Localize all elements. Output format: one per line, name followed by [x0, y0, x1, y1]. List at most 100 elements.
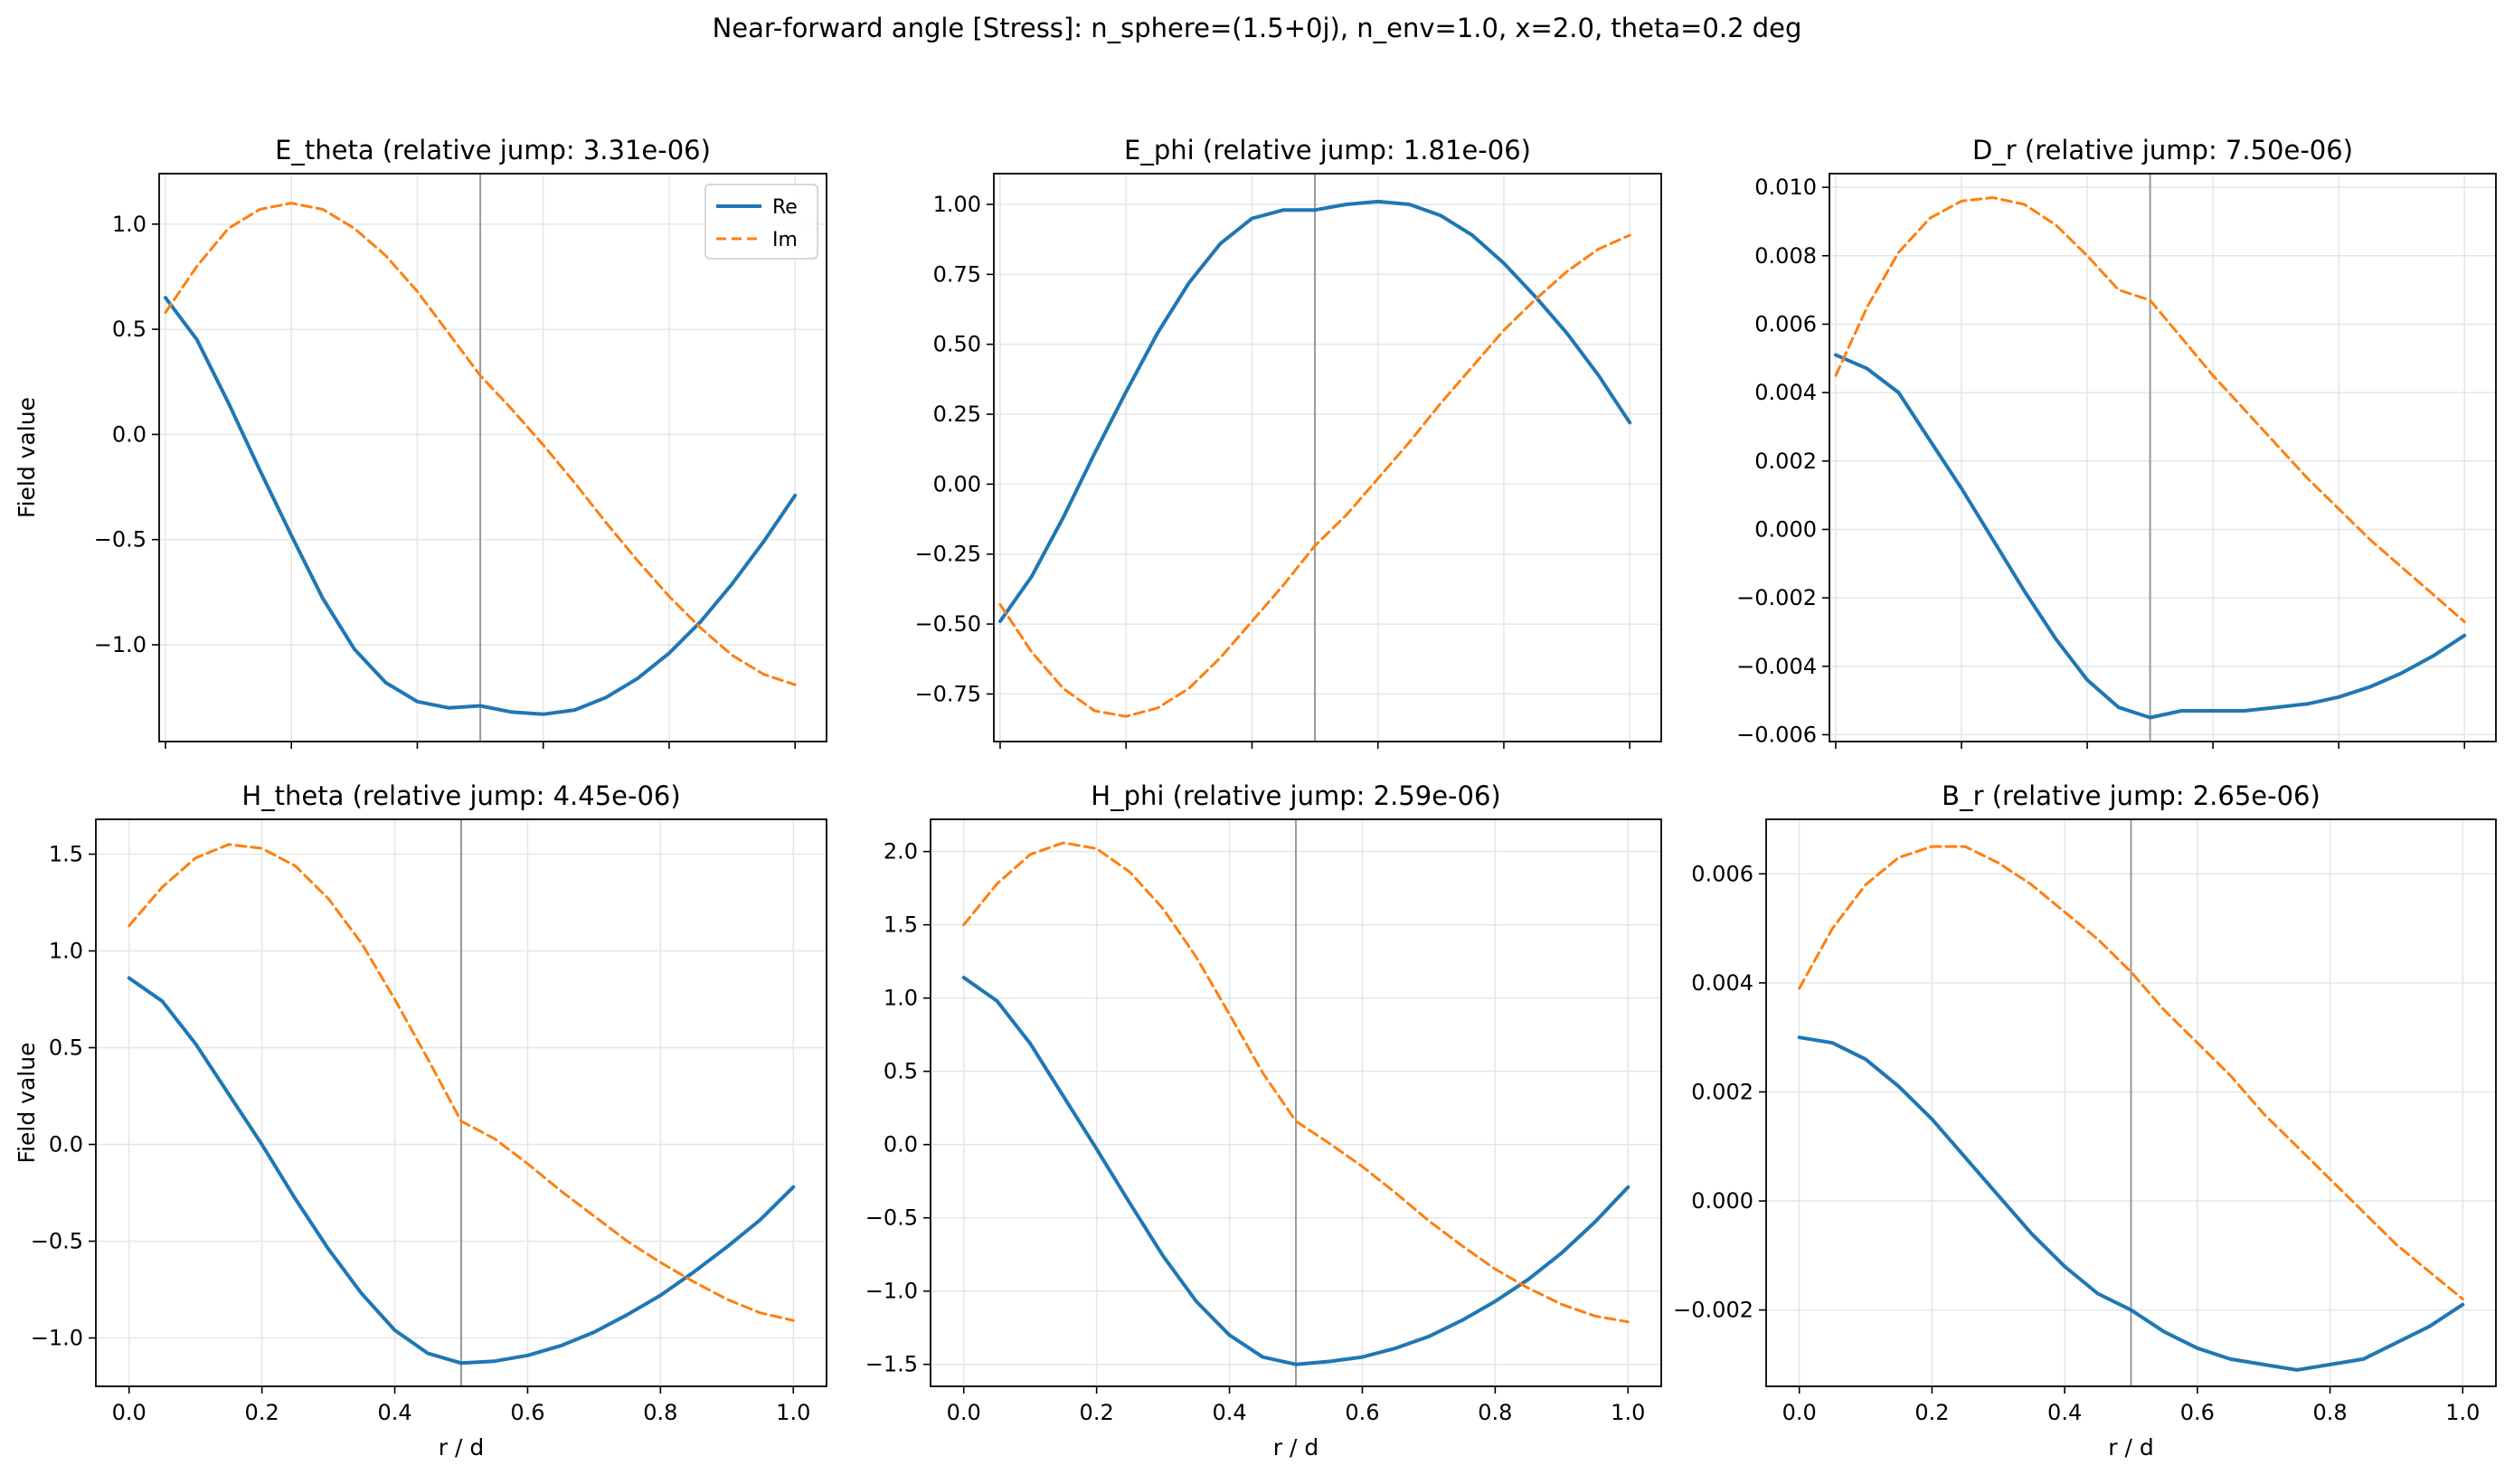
- panel-title: H_theta (relative jump: 4.45e-06): [241, 780, 680, 811]
- x-tick-label: 0.4: [1212, 1400, 1246, 1425]
- x-tick-label: 1.0: [776, 1400, 810, 1425]
- x-tick-label: 0.0: [1782, 1400, 1817, 1425]
- series-line-re: [961, 976, 1630, 1366]
- y-tick-label: 1.5: [884, 912, 918, 938]
- y-tick-label: −1.0: [31, 1326, 83, 1351]
- panel-title: H_phi (relative jump: 2.59e-06): [1091, 780, 1500, 811]
- y-tick-label: 0.0: [112, 421, 146, 447]
- axes-frame: [993, 173, 1662, 742]
- x-tick-label: 0.4: [377, 1400, 411, 1425]
- y-tick-label: 0.25: [933, 402, 981, 427]
- figure-suptitle: Near-forward angle [Stress]: n_sphere=(1…: [712, 13, 1802, 43]
- y-tick-label: −1.0: [865, 1279, 918, 1304]
- y-tick-label: −0.5: [865, 1205, 918, 1231]
- legend-label-im: Im: [772, 229, 798, 251]
- y-tick-label: 0.000: [1754, 516, 1817, 542]
- y-tick-label: 0.0: [884, 1132, 918, 1158]
- panel-title: B_r (relative jump: 2.65e-06): [1942, 780, 2320, 811]
- x-tick-label: 0.2: [1914, 1400, 1949, 1425]
- y-tick-label: 0.0: [49, 1132, 83, 1158]
- series-line-im: [962, 841, 1630, 1324]
- legend-label-re: Re: [772, 196, 798, 219]
- x-tick-label: 0.8: [643, 1400, 677, 1425]
- panel-3: −0.006 −0.004 −0.002 0.000 0.002 0.004 0.006 0.…: [1736, 135, 2497, 749]
- x-axis-label: r / d: [1273, 1434, 1318, 1460]
- series-line-re: [164, 296, 798, 716]
- series-line-re: [1834, 353, 2467, 720]
- axes-frame: [1829, 173, 2497, 742]
- y-tick-label: −0.004: [1736, 654, 1817, 679]
- legend: Re Im: [704, 184, 818, 260]
- y-tick-label: −0.5: [31, 1229, 83, 1254]
- x-tick-label: 0.6: [510, 1400, 544, 1425]
- series-line-im: [1798, 845, 2464, 1300]
- panel-1: −1.0 −0.5 0.0 0.5 1.0 E_theta (relative jump:…: [14, 135, 827, 749]
- y-tick-label: 0.006: [1754, 311, 1817, 336]
- y-tick-label: 0.000: [1691, 1188, 1753, 1214]
- y-tick-label: −1.0: [94, 632, 146, 657]
- series-line-re: [127, 976, 796, 1366]
- x-axis-label: r / d: [2108, 1434, 2153, 1460]
- x-tick-label: 0.8: [1478, 1400, 1512, 1425]
- y-tick-label: 0.002: [1691, 1079, 1753, 1104]
- x-tick-label: 0.8: [2313, 1400, 2348, 1425]
- panel-2: −0.75 −0.50 −0.25 0.00 0.25 0.50 0.75 1.00 E_phi…: [914, 135, 1662, 749]
- x-axis-label: r / d: [439, 1434, 484, 1460]
- axes-frame: [930, 818, 1662, 1387]
- y-tick-label: −0.002: [1736, 585, 1817, 610]
- x-tick-label: 1.0: [1611, 1400, 1645, 1425]
- x-tick-label: 0.2: [245, 1400, 279, 1425]
- y-tick-label: −0.5: [94, 527, 146, 553]
- y-axis-label: Field value: [14, 397, 40, 518]
- y-tick-label: −0.75: [914, 681, 981, 706]
- series-line-re: [1797, 1035, 2465, 1372]
- x-tick-label: 0.4: [2047, 1400, 2082, 1425]
- panel-title: E_theta (relative jump: 3.31e-06): [275, 135, 711, 165]
- x-tick-label: 0.6: [1345, 1400, 1379, 1425]
- panel-4: 0.0 0.2 0.4 0.6 0.8 1.0 −1.0 −0.5 0.0 0.5 1.0 1.5 H_…: [14, 780, 827, 1460]
- y-tick-label: 0.00: [933, 471, 981, 496]
- y-tick-label: −0.006: [1736, 722, 1817, 747]
- y-tick-label: 0.004: [1754, 380, 1817, 405]
- y-tick-label: 0.50: [933, 332, 981, 357]
- y-tick-label: −0.25: [914, 542, 981, 567]
- series-line-im: [1834, 196, 2466, 624]
- x-tick-label: 0.6: [2180, 1400, 2215, 1425]
- legend-box: [704, 184, 818, 260]
- x-tick-label: 0.2: [1080, 1400, 1114, 1425]
- panel-5: 0.0 0.2 0.4 0.6 0.8 1.0 −1.5 −1.0 −0.5 0.0 0.5 1.0 1…: [865, 780, 1662, 1460]
- y-tick-label: −0.002: [1673, 1298, 1753, 1323]
- y-tick-label: 0.008: [1754, 243, 1817, 269]
- y-tick-label: −0.50: [914, 611, 981, 637]
- axes-frame: [1765, 818, 2497, 1387]
- panel-title: E_phi (relative jump: 1.81e-06): [1124, 135, 1531, 165]
- y-tick-label: 0.010: [1754, 175, 1817, 200]
- panel-title: D_r (relative jump: 7.50e-06): [1972, 135, 2353, 165]
- x-tick-label: 1.0: [2445, 1400, 2480, 1425]
- y-tick-label: 2.0: [884, 839, 918, 865]
- y-tick-label: 0.5: [112, 317, 146, 342]
- x-tick-label: 0.0: [947, 1400, 981, 1425]
- y-tick-label: 0.004: [1691, 970, 1753, 996]
- series-line-im: [128, 843, 795, 1322]
- x-tick-label: 0.0: [112, 1400, 146, 1425]
- panel-6: 0.0 0.2 0.4 0.6 0.8 1.0 −0.002 0.000 0.002 0.004 0…: [1673, 780, 2497, 1460]
- y-axis-label: Field value: [14, 1043, 40, 1164]
- y-tick-label: 1.00: [933, 192, 981, 217]
- y-tick-label: 1.0: [884, 986, 918, 1011]
- y-tick-label: 1.0: [112, 212, 146, 237]
- y-tick-label: 0.006: [1691, 861, 1753, 886]
- y-tick-label: 0.002: [1754, 449, 1817, 474]
- y-tick-label: −1.5: [865, 1352, 918, 1377]
- series-line-im: [164, 202, 797, 686]
- y-tick-label: 0.5: [884, 1059, 918, 1084]
- axes-frame: [158, 173, 827, 742]
- series-line-im: [998, 233, 1631, 718]
- y-tick-label: 1.0: [49, 939, 83, 964]
- axes-frame: [95, 818, 827, 1387]
- y-tick-label: 0.75: [933, 261, 981, 287]
- y-tick-label: 0.5: [49, 1035, 83, 1061]
- series-line-re: [998, 199, 1632, 623]
- y-tick-label: 1.5: [49, 842, 83, 867]
